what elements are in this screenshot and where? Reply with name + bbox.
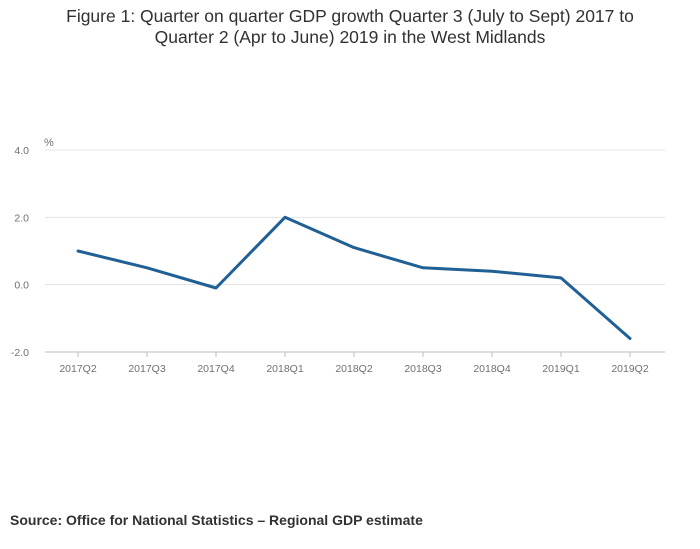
x-tick-label: 2018Q2 bbox=[335, 363, 373, 375]
x-tick-label: 2017Q2 bbox=[59, 363, 97, 375]
y-tick-label: 0.0 bbox=[14, 280, 29, 292]
series-line bbox=[76, 215, 632, 340]
x-tick-label: 2017Q4 bbox=[197, 363, 235, 375]
y-axis-unit-label: % bbox=[44, 137, 54, 149]
chart-title-line-2: Quarter 2 (Apr to June) 2019 in the West… bbox=[154, 27, 546, 47]
y-tick-label: 2.0 bbox=[14, 212, 29, 224]
chart-title: Figure 1: Quarter on quarter GDP growth … bbox=[20, 6, 680, 48]
line-chart: -2.0 0.0 2.0 4.0 % 2017Q2 2017Q3 2017Q4 2018Q1… bbox=[11, 137, 665, 375]
x-tick-label: 2017Q3 bbox=[128, 363, 166, 375]
x-tick-label: 2018Q4 bbox=[473, 363, 511, 375]
x-tick-labels: 2017Q2 2017Q3 2017Q4 2018Q1 2018Q2 2018Q3 2018… bbox=[59, 363, 649, 375]
source-note: Source: Office for National Statistics –… bbox=[10, 512, 423, 528]
chart-title-line-1: Figure 1: Quarter on quarter GDP growth … bbox=[66, 6, 634, 26]
y-tick-label: -2.0 bbox=[11, 347, 29, 359]
x-tick-label: 2018Q3 bbox=[404, 363, 442, 375]
x-tick-label: 2019Q1 bbox=[542, 363, 580, 375]
x-tick-label: 2018Q1 bbox=[266, 363, 304, 375]
y-tick-label: 4.0 bbox=[14, 145, 29, 157]
series-lines bbox=[76, 215, 632, 340]
y-tick-labels: -2.0 0.0 2.0 4.0 bbox=[11, 145, 29, 359]
x-tick-label: 2019Q2 bbox=[611, 363, 649, 375]
y-gridlines bbox=[45, 149, 665, 286]
x-ticks bbox=[77, 352, 631, 357]
